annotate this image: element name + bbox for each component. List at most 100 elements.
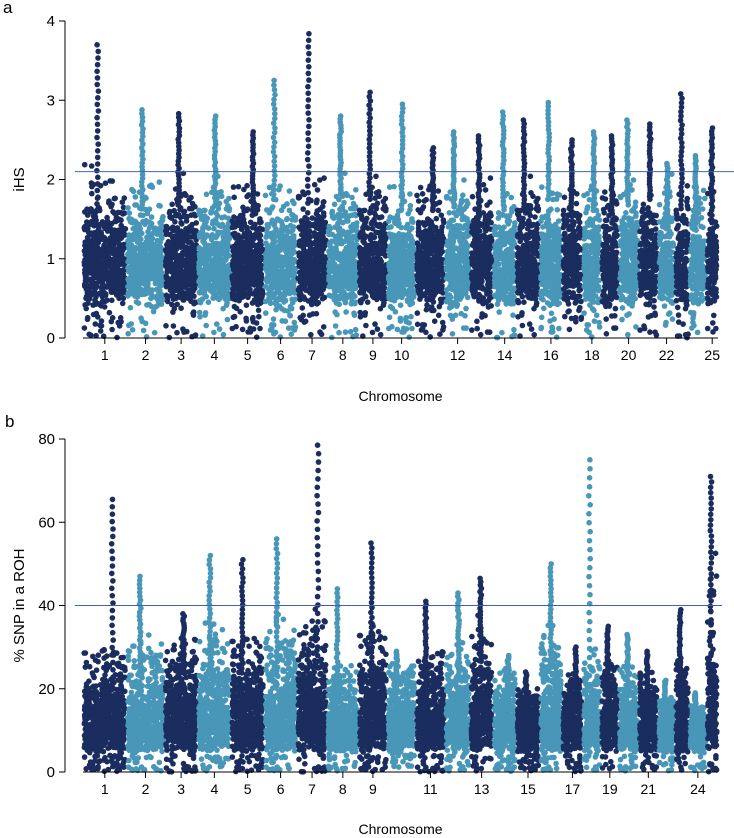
data-point xyxy=(321,175,327,181)
data-point xyxy=(306,220,312,227)
data-point xyxy=(438,299,445,306)
data-point xyxy=(122,226,129,232)
data-point xyxy=(89,253,96,260)
data-point xyxy=(82,223,88,230)
data-point xyxy=(126,210,133,216)
ihs-points xyxy=(81,30,720,341)
peak-point xyxy=(94,167,100,174)
data-point xyxy=(416,291,423,297)
data-point xyxy=(361,233,368,240)
data-point xyxy=(221,268,228,275)
data-point xyxy=(119,300,126,307)
peak-point xyxy=(306,50,312,57)
data-point xyxy=(221,248,227,254)
data-point xyxy=(386,261,393,268)
data-point xyxy=(183,284,189,291)
data-point xyxy=(142,274,148,280)
data-point xyxy=(302,318,309,325)
data-point xyxy=(156,179,163,185)
data-point xyxy=(379,268,385,275)
data-point xyxy=(382,195,389,202)
data-point xyxy=(156,229,162,235)
data-point xyxy=(190,227,196,233)
data-point xyxy=(267,300,274,307)
data-point xyxy=(407,254,413,261)
data-point xyxy=(371,267,378,274)
data-point xyxy=(177,288,184,294)
data-point xyxy=(146,206,153,212)
data-point xyxy=(129,273,136,279)
data-point xyxy=(109,201,115,208)
data-point xyxy=(320,324,327,330)
data-point xyxy=(277,183,283,189)
data-point xyxy=(251,280,258,286)
data-point xyxy=(345,294,352,300)
data-point xyxy=(439,248,446,255)
data-point xyxy=(285,235,292,242)
data-point xyxy=(364,299,371,306)
data-point xyxy=(240,204,246,211)
data-point xyxy=(101,254,108,261)
data-point xyxy=(406,334,413,341)
data-point xyxy=(81,248,88,254)
ihs-chromosome-8-points xyxy=(325,113,360,341)
data-point xyxy=(142,248,149,254)
data-point xyxy=(331,201,338,208)
data-point xyxy=(120,204,127,211)
data-point xyxy=(148,249,155,255)
data-point xyxy=(98,318,105,324)
data-point xyxy=(117,315,124,321)
data-point xyxy=(200,286,207,292)
data-point xyxy=(118,275,124,282)
peak-point xyxy=(271,106,278,112)
data-point xyxy=(341,266,348,273)
data-point xyxy=(387,272,394,278)
data-point xyxy=(157,252,164,258)
data-point xyxy=(422,290,429,297)
data-point xyxy=(154,303,160,309)
data-point xyxy=(82,239,88,245)
peak-point xyxy=(271,96,277,103)
data-point xyxy=(157,239,164,245)
data-point xyxy=(342,299,349,306)
data-point xyxy=(398,236,405,242)
data-point xyxy=(243,302,250,309)
data-point xyxy=(300,220,306,227)
data-point xyxy=(399,268,405,275)
data-point xyxy=(342,248,348,254)
peak-point xyxy=(305,44,312,50)
data-point xyxy=(326,277,332,284)
peak-point xyxy=(270,120,277,126)
data-point xyxy=(433,239,439,246)
data-point xyxy=(84,314,91,321)
data-point xyxy=(279,263,286,270)
data-point xyxy=(93,332,99,339)
data-point xyxy=(369,240,376,247)
data-point xyxy=(361,207,368,214)
data-point xyxy=(405,249,411,256)
data-point xyxy=(392,265,399,272)
data-point xyxy=(363,248,370,255)
data-point xyxy=(310,311,316,317)
data-point xyxy=(351,312,358,319)
data-point xyxy=(116,280,123,287)
peak-point xyxy=(271,168,278,174)
data-point xyxy=(105,225,111,231)
data-point xyxy=(239,326,246,333)
data-point xyxy=(338,290,345,297)
data-point xyxy=(129,268,135,274)
peak-point xyxy=(95,141,101,147)
data-point xyxy=(151,329,158,336)
data-point xyxy=(127,304,134,311)
data-point xyxy=(185,239,191,246)
peak-point xyxy=(94,201,100,207)
data-point xyxy=(148,214,155,220)
data-point xyxy=(300,206,307,212)
peak-point xyxy=(304,176,311,183)
data-point xyxy=(350,333,356,340)
data-point xyxy=(299,305,306,311)
data-point xyxy=(170,323,177,329)
data-point xyxy=(224,275,230,281)
data-point xyxy=(243,251,250,258)
data-point xyxy=(371,282,378,289)
